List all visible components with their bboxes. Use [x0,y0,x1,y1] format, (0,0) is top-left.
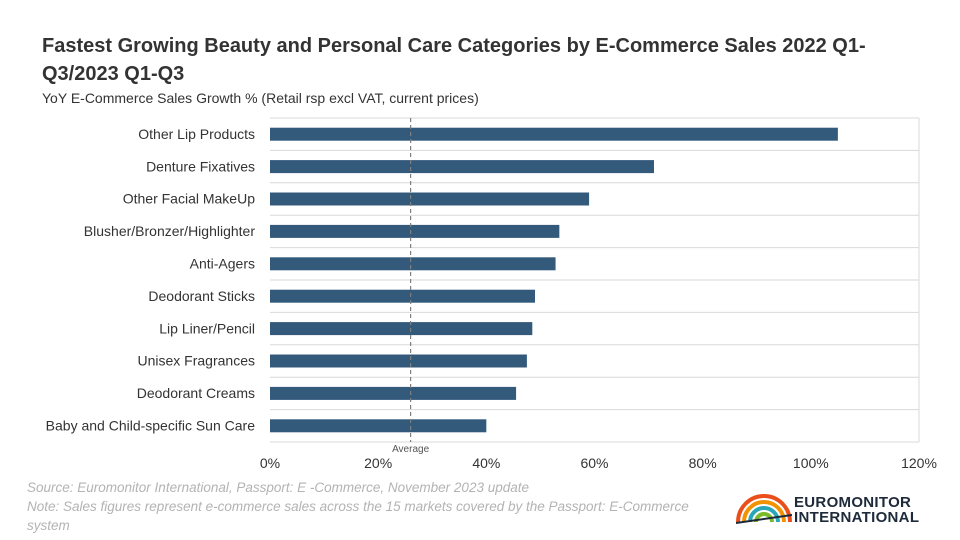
category-label: Lip Liner/Pencil [159,320,255,336]
euromonitor-logo: EUROMONITOR INTERNATIONAL [736,494,936,528]
logo-line-1: EUROMONITOR [794,494,912,511]
category-label: Blusher/Bronzer/Highlighter [84,223,256,239]
category-label: Anti-Agers [190,256,255,272]
x-tick-label: 20% [364,455,392,471]
bar [270,419,487,433]
bar [270,257,556,271]
logo-text: EUROMONITOR INTERNATIONAL [794,495,919,525]
category-label: Deodorant Creams [137,385,255,401]
x-tick-label: 80% [689,455,717,471]
source-note: Source: Euromonitor International, Passp… [27,480,529,495]
x-tick-label: 100% [793,455,829,471]
category-label: Deodorant Sticks [148,288,255,304]
category-label: Other Lip Products [138,126,255,142]
x-tick-label: 0% [260,455,280,471]
sales-note: Note: Sales figures represent e-commerce… [27,499,689,533]
category-label: Unisex Fragrances [138,353,256,369]
bar [270,127,838,141]
chart-title: Fastest Growing Beauty and Personal Care… [42,35,866,85]
chart-subtitle: YoY E-Commerce Sales Growth % (Retail rs… [42,90,479,106]
x-tick-label: 120% [901,455,937,471]
category-label: Baby and Child-specific Sun Care [46,418,256,434]
bar [270,160,654,174]
x-tick-label: 40% [472,455,500,471]
bar [270,354,527,368]
bar [270,224,560,238]
x-tick-label: 60% [580,455,608,471]
bar [270,386,517,400]
average-label: Average [392,444,430,455]
logo-arcs-icon [736,494,792,524]
bar [270,289,536,303]
category-label: Other Facial MakeUp [123,191,255,207]
bar-chart: Other Lip Products Denture Fixatives Other… [46,117,937,471]
bar [270,192,590,206]
chart-footer: Source: Euromonitor International, Passp… [27,478,727,535]
logo-line-2: INTERNATIONAL [794,509,920,526]
bar [270,322,533,336]
category-label: Denture Fixatives [146,158,255,174]
